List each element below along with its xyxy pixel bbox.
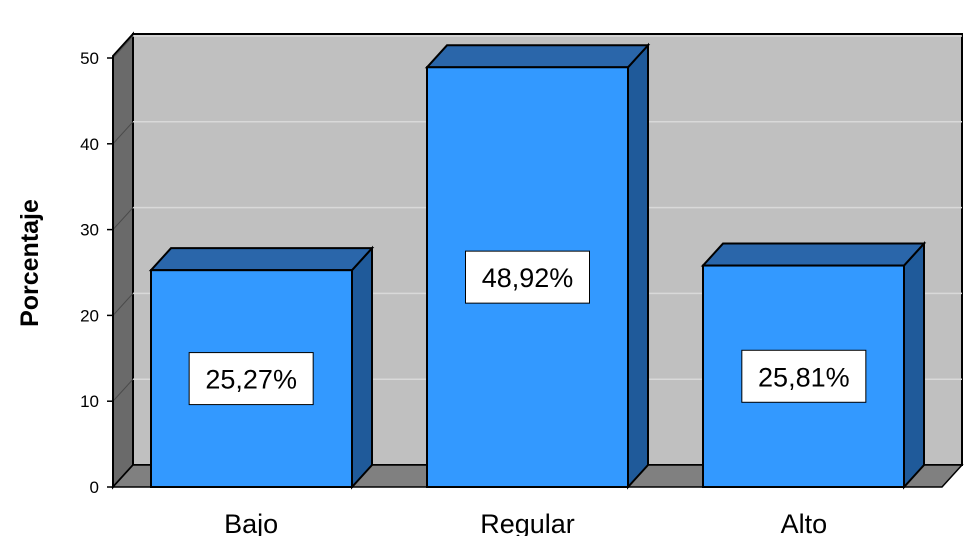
labels: 25,27% Bajo 48,92% Regular 25,81% Alto <box>188 250 867 536</box>
bar-top <box>700 242 927 267</box>
data-label-box <box>741 349 867 403</box>
bar-side <box>351 245 373 490</box>
x-category-label: Regular <box>480 509 575 536</box>
gridline-side <box>112 378 134 402</box>
bar-side <box>903 240 925 490</box>
y-tick-label: 20 <box>80 306 99 325</box>
y-tick-label: 30 <box>80 221 99 240</box>
data-label-box <box>188 352 314 406</box>
y-tick-label: 40 <box>80 135 99 154</box>
x-category-label: Alto <box>781 509 828 536</box>
data-label-box <box>465 250 590 304</box>
data-label: 25,27% <box>205 365 297 395</box>
bar-side <box>627 42 649 490</box>
data-label: 48,92% <box>482 263 574 293</box>
bar-top <box>424 44 651 69</box>
gridline-side <box>112 121 134 145</box>
bar-top <box>148 247 375 272</box>
gridline-side <box>112 35 134 59</box>
y-tick-label: 0 <box>90 478 99 497</box>
y-axis-title: Porcentaje <box>16 199 44 327</box>
y-tick-label: 10 <box>80 392 99 411</box>
plot-left-wall <box>112 31 134 490</box>
y-tick-label: 50 <box>80 49 99 68</box>
data-label: 25,81% <box>758 362 850 392</box>
x-category-label: Bajo <box>224 509 278 536</box>
axes: 0 10 20 30 40 50 <box>80 49 114 497</box>
gridline-side <box>112 293 134 316</box>
gridline-side <box>112 207 134 230</box>
